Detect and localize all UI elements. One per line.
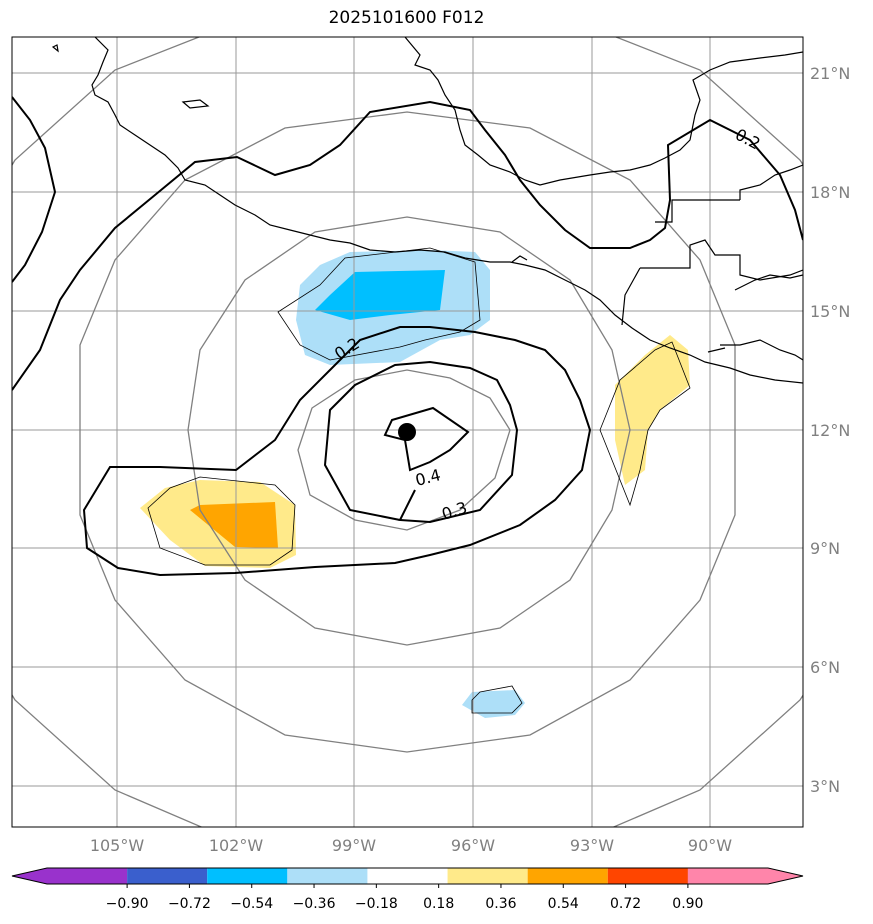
colorbar-tick-labels: −0.90 −0.72 −0.54 −0.36 −0.18 0.18 0.36 0.54 0.7…	[106, 884, 703, 912]
map-title: 2025101600 F012	[328, 8, 485, 28]
colorbar-segment	[607, 868, 688, 884]
range-rings	[12, 37, 803, 827]
lon-label-93: 93°W	[570, 836, 614, 855]
colorbar-tick-label: 0.54	[548, 896, 579, 912]
colorbar-tick-label: −0.36	[293, 896, 336, 912]
colorbar-tick-label: −0.72	[168, 896, 211, 912]
colorbar: −0.90 −0.72 −0.54 −0.36 −0.18 0.18 0.36 0.54 0.7…	[11, 867, 804, 912]
lat-label-15: 15°N	[810, 302, 850, 321]
lon-label-96: 96°W	[451, 836, 495, 855]
colorbar-segment	[207, 868, 288, 884]
colorbar-tick-label: −0.54	[230, 896, 273, 912]
lat-label-12: 12°N	[810, 421, 850, 440]
colorbar-segment	[527, 868, 608, 884]
colorbar-tick-label: 0.90	[672, 896, 703, 912]
anomaly-fills	[140, 250, 690, 718]
colorbar-segment	[127, 868, 208, 884]
map-plot-area: 0.2 0.2 0.4 0.3	[12, 37, 803, 827]
negative-anomaly-strong	[315, 270, 445, 320]
lon-label-99: 99°W	[332, 836, 376, 855]
colorbar-segments	[12, 868, 803, 884]
gridlines	[12, 37, 803, 827]
colorbar-extend-low	[12, 868, 128, 884]
colorbar-segment	[287, 868, 368, 884]
colorbar-tick-label: 0.36	[485, 896, 516, 912]
lat-label-6: 6°N	[810, 658, 840, 677]
positive-anomaly-east	[615, 335, 690, 485]
thin-contours	[147, 247, 691, 714]
lon-label-90: 90°W	[688, 836, 732, 855]
lat-label-9: 9°N	[810, 539, 840, 558]
lon-label-102: 102°W	[209, 836, 264, 855]
colorbar-tick-label: 0.72	[610, 896, 641, 912]
lat-label-18: 18°N	[810, 183, 850, 202]
lon-label-105: 105°W	[90, 836, 145, 855]
colorbar-tick-label: 0.18	[423, 896, 454, 912]
colorbar-extend-high	[687, 868, 803, 884]
plot-frame	[11, 36, 804, 828]
colorbar-segment	[367, 868, 448, 884]
positive-anomaly-west-strong	[190, 502, 278, 548]
colorbar-tick-label: −0.90	[106, 896, 149, 912]
storm-center-marker	[398, 423, 416, 441]
colorbar-outline	[11, 867, 804, 885]
contour-label-03: 0.3	[439, 498, 469, 524]
lat-label-3: 3°N	[810, 777, 840, 796]
colorbar-tick-label: −0.18	[355, 896, 398, 912]
negative-anomaly-south	[462, 690, 525, 718]
longitude-labels: 105°W 102°W 99°W 96°W 93°W 90°W	[90, 836, 732, 855]
contour-label-04: 0.4	[413, 465, 442, 490]
latitude-labels: 21°N 18°N 15°N 12°N 9°N 6°N 3°N	[810, 64, 850, 796]
coastlines	[51, 37, 803, 384]
lat-label-21: 21°N	[810, 64, 850, 83]
thick-contours	[12, 96, 803, 577]
colorbar-segment	[447, 868, 528, 884]
